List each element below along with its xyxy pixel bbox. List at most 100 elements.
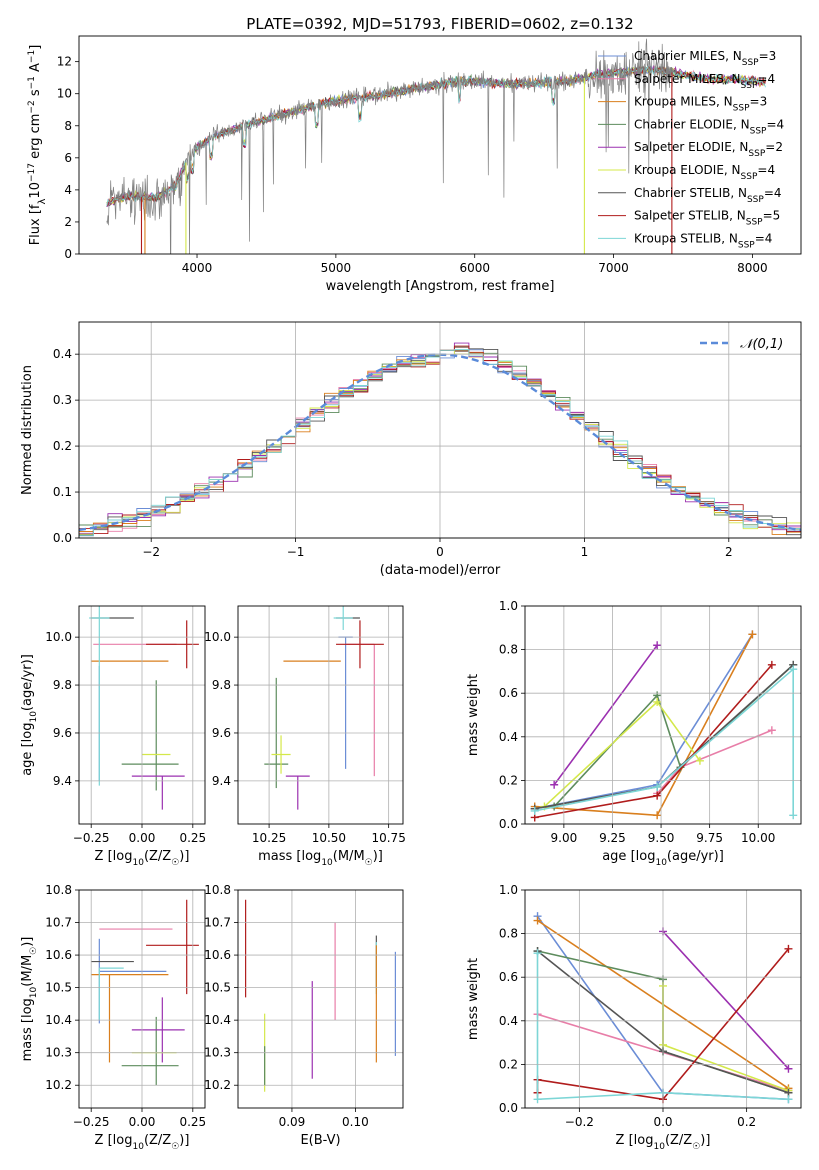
y-tick-label: 0.8	[499, 927, 518, 941]
axes-frame	[78, 321, 802, 539]
y-tick-label: 0.6	[499, 686, 518, 700]
x-tick-label: −2	[142, 545, 160, 559]
error-point	[131, 775, 185, 810]
legend-label: Chabrier MILES, NSSP=3	[634, 49, 776, 68]
y-tick-label: 12	[57, 55, 72, 69]
x-tick-label: 0.10	[342, 1115, 369, 1129]
legend-label: Salpeter STELIB, NSSP=5	[634, 209, 780, 228]
x-axis-label: Z [log10(Z/Z☉)]	[95, 1133, 190, 1152]
legend-label: Chabrier ELODIE, NSSP=4	[634, 117, 784, 136]
y-tick-label: 10.7	[204, 916, 231, 930]
y-tick-label: 8	[64, 119, 72, 133]
mass-weight-marker	[784, 1095, 793, 1104]
x-axis-label: Z [log10(Z/Z☉)]	[95, 849, 190, 868]
error-point	[121, 680, 179, 791]
mass-weight-marker	[653, 641, 662, 650]
y-tick-label: 1.0	[499, 883, 518, 897]
x-tick-label: 8000	[737, 261, 768, 275]
x-axis-label: E(B-V)	[300, 1133, 340, 1148]
y-tick-label: 9.4	[53, 774, 72, 788]
x-axis-label: wavelength [Angstrom, rest frame]	[326, 279, 555, 294]
y-axis-label: age [log10(age/yr)]	[20, 654, 39, 776]
plot-age-vs-mass: 10.25 10.50 10.75 9.4 9.6 9.8 10.0 mass [log10(…	[204, 605, 406, 868]
y-tick-label: 0.0	[499, 817, 518, 831]
y-tick-label: 0.2	[53, 439, 72, 453]
y-axis-label: mass weight	[466, 674, 481, 756]
x-tick-label: 9.75	[696, 831, 723, 845]
y-tick-label: 10.0	[204, 630, 231, 644]
y-tick-label: 0.0	[53, 531, 72, 545]
plot-age-vs-Z: −0.25 0.00 0.25 9.4 9.6 9.8 10.0 Z [log10(Z/Z☉)…	[20, 605, 206, 868]
y-tick-label: 0.4	[499, 730, 518, 744]
plot-mass-vs-Z: −0.25 0.00 0.25 10.2 10.3 10.4 10.5 10.6 10.7 10.…	[20, 883, 206, 1152]
x-tick-label: 9.25	[599, 831, 626, 845]
x-axis-label: mass [log10(M/M☉)]	[258, 849, 383, 868]
legend-label: 𝒩(0,1)	[740, 337, 783, 352]
y-tick-label: 0.1	[53, 485, 72, 499]
mass-weight-marker	[767, 726, 776, 735]
error-point	[121, 1016, 179, 1086]
y-axis-label: Flux [fλ10−17 erg cm−2 s−1 A−1]	[27, 45, 48, 246]
axes-frame	[78, 889, 206, 1109]
error-point	[89, 606, 110, 786]
mass-weight-marker	[533, 949, 542, 958]
y-tick-label: 10.5	[204, 981, 231, 995]
x-tick-label: 0.2	[737, 1115, 756, 1129]
legend-label: Kroupa STELIB, NSSP=4	[634, 231, 772, 250]
mass-weight-line	[662, 930, 790, 1070]
y-tick-label: 0.4	[499, 1014, 518, 1028]
x-tick-label: 1	[581, 545, 589, 559]
axes-frame	[524, 605, 802, 825]
plot-mass-vs-ebv: 0.09 0.10 10.2 10.3 10.4 10.5 10.6 10.7 10.8 E(B-…	[204, 883, 404, 1148]
legend-label: Salpeter MILES, NSSP=4	[634, 72, 775, 91]
mass-weight-marker	[784, 944, 793, 953]
error-point	[131, 997, 185, 1063]
mass-weight-marker	[530, 806, 539, 815]
legend: 𝒩(0,1)	[700, 337, 783, 352]
plot-area	[106, 38, 766, 254]
y-tick-label: 0.4	[53, 347, 72, 361]
mass-weight-marker	[653, 811, 662, 820]
y-tick-label: 10	[57, 87, 72, 101]
y-tick-label: 10.3	[45, 1046, 72, 1060]
y-tick-label: 10.8	[204, 883, 231, 897]
x-tick-label: 4000	[182, 261, 213, 275]
error-point	[91, 973, 169, 1063]
y-tick-label: 9.6	[53, 726, 72, 740]
x-tick-label: 0.0	[653, 1115, 672, 1129]
axes-frame	[524, 889, 802, 1109]
mass-weight-marker	[533, 916, 542, 925]
mass-weight-marker	[767, 660, 776, 669]
y-tick-label: 0.2	[499, 773, 518, 787]
legend-label: Salpeter ELODIE, NSSP=2	[634, 140, 783, 159]
mass-weight-marker	[695, 756, 704, 765]
y-tick-label: 10.2	[204, 1078, 231, 1092]
legend: Chabrier MILES, NSSP=3 Salpeter MILES, NS…	[598, 49, 784, 250]
error-point	[333, 606, 353, 630]
mass-weight-marker	[789, 811, 798, 820]
y-axis-label: Normed distribution	[20, 365, 35, 495]
x-tick-label: 0.00	[129, 1115, 156, 1129]
legend-label: Kroupa MILES, NSSP=3	[634, 95, 767, 114]
error-point	[271, 735, 291, 774]
plot-weight-vs-age: 9.00 9.25 9.50 9.75 10.00 0.0 0.2 0.4 0.6 0.8 1.0 a…	[466, 599, 802, 868]
y-tick-label: 10.7	[45, 916, 72, 930]
mass-weight-marker	[748, 630, 757, 639]
y-tick-label: 10.5	[45, 981, 72, 995]
axes-frame	[78, 605, 206, 825]
x-tick-label: 10.25	[252, 831, 286, 845]
y-tick-label: 10.4	[45, 1013, 72, 1027]
x-tick-label: 10.50	[312, 831, 346, 845]
error-point	[146, 899, 199, 995]
y-tick-label: 10.6	[45, 948, 72, 962]
x-tick-label: 9.00	[551, 831, 578, 845]
y-tick-label: 10.4	[204, 1013, 231, 1027]
x-axis-label: Z [log10(Z/Z☉)]	[616, 1133, 711, 1152]
x-tick-label: −1	[287, 545, 305, 559]
y-tick-label: 9.6	[212, 726, 231, 740]
figure-title: PLATE=0392, MJD=51793, FIBERID=0602, z=0…	[246, 15, 633, 33]
y-axis-label: mass [log10(M/M☉)]	[20, 937, 39, 1062]
legend-label: Chabrier STELIB, NSSP=4	[634, 186, 782, 205]
y-tick-label: 0.2	[499, 1057, 518, 1071]
x-tick-label: 0.25	[179, 1115, 206, 1129]
